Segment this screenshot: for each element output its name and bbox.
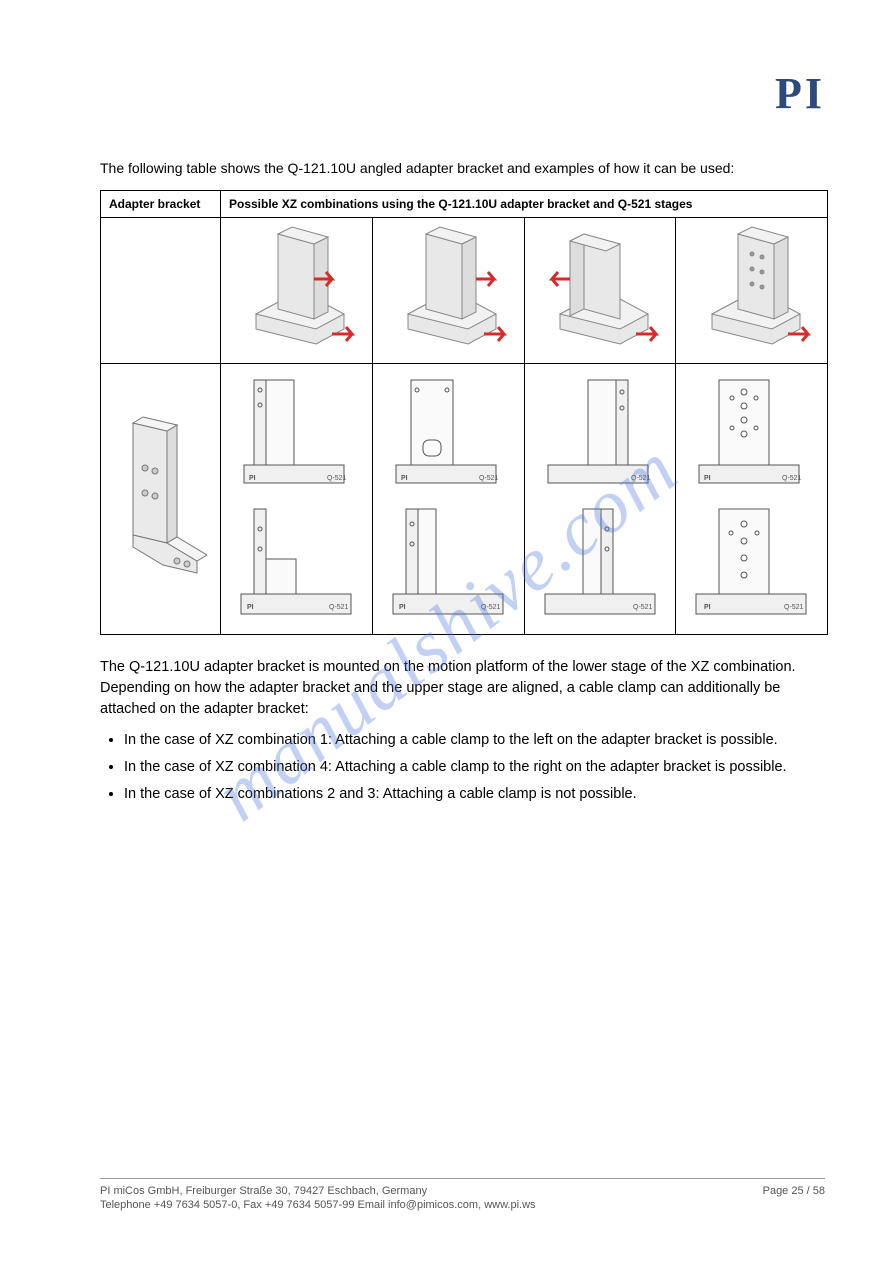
svg-text:PI: PI: [249, 475, 256, 482]
bracket-cell: [101, 364, 221, 635]
footer: PI miCos GmbH, Freiburger Straße 30, 794…: [100, 1178, 825, 1211]
svg-text:Q-521: Q-521: [782, 475, 802, 482]
combo2-side-svg: PI Q-521: [381, 499, 511, 619]
svg-text:Q-521: Q-521: [327, 475, 347, 482]
bullet-3: In the case of XZ combinations 2 and 3: …: [124, 784, 828, 805]
svg-text:PI: PI: [401, 475, 408, 482]
combo2-front-svg: PI Q-521: [381, 370, 511, 490]
svg-text:PI: PI: [399, 604, 406, 611]
combo-1-views: PI Q-521 PI Q-521: [221, 364, 373, 635]
intro-text: The following table shows the Q-121.10U …: [100, 160, 828, 176]
combo4-front-svg: PI Q-521: [684, 370, 814, 490]
combo3-side-svg: Q-521: [533, 499, 663, 619]
svg-text:PI: PI: [704, 604, 711, 611]
combo3-iso-svg: [540, 224, 660, 354]
th-adapter: Adapter bracket: [101, 191, 221, 218]
svg-text:Q-521: Q-521: [631, 475, 651, 482]
combo-2-views: PI Q-521 PI Q-521: [372, 364, 524, 635]
after-bullets: In the case of XZ combination 1: Attachi…: [124, 730, 828, 805]
cell-row1-label: [101, 218, 221, 364]
bullet-1: In the case of XZ combination 1: Attachi…: [124, 730, 828, 751]
after-lead: The Q-121.10U adapter bracket is mounted…: [100, 657, 828, 720]
combo-3-iso: [524, 218, 676, 364]
svg-text:Q-521: Q-521: [329, 604, 349, 611]
combo-3-views: Q-521 Q-521: [524, 364, 676, 635]
combo4-side-svg: PI Q-521: [684, 499, 814, 619]
combo2-iso-svg: [388, 224, 508, 354]
combo1-front-svg: PI Q-521: [229, 370, 359, 490]
combo3-front-svg: Q-521: [533, 370, 663, 490]
svg-text:Q-521: Q-521: [784, 604, 804, 611]
svg-text:PI: PI: [247, 604, 254, 611]
footer-left: PI miCos GmbH, Freiburger Straße 30, 794…: [100, 1185, 427, 1197]
combo-2-iso: [372, 218, 524, 364]
bullet-2: In the case of XZ combination 4: Attachi…: [124, 757, 828, 778]
combinations-table: Adapter bracket Possible XZ combinations…: [100, 190, 828, 635]
svg-text:Q-521: Q-521: [633, 604, 653, 611]
combo1-side-svg: PI Q-521: [229, 499, 359, 619]
combo-1-iso: [221, 218, 373, 364]
svg-text:Q-521: Q-521: [481, 604, 501, 611]
pi-logo: PI: [775, 68, 825, 119]
combo-4-views: PI Q-521 PI Q-521: [676, 364, 828, 635]
combo4-iso-svg: [692, 224, 812, 354]
combo-4-iso: [676, 218, 828, 364]
bracket-iso-svg: [115, 413, 207, 583]
th-combos: Possible XZ combinations using the Q-121…: [221, 191, 828, 218]
svg-text:PI: PI: [704, 475, 711, 482]
footer-tel: Telephone +49 7634 5057-0, Fax +49 7634 …: [100, 1199, 825, 1211]
svg-text:Q-521: Q-521: [479, 475, 499, 482]
combo1-iso-svg: [236, 224, 356, 354]
footer-page: Page 25 / 58: [763, 1185, 825, 1197]
